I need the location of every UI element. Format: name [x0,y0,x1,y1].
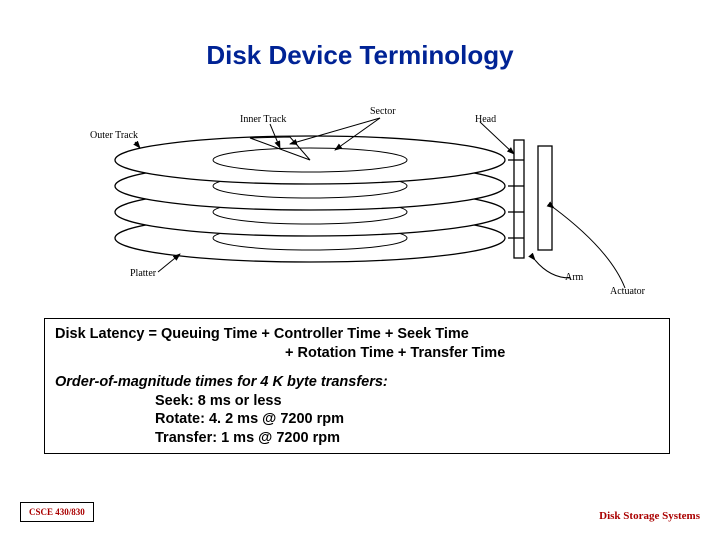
label-platter: Platter [130,268,156,279]
label-sector: Sector [370,106,396,117]
label-inner-track: Inner Track [240,114,286,125]
order-heading: Order-of-magnitude times for 4 K byte tr… [55,373,659,392]
formula-line1: Disk Latency = Queuing Time + Controller… [55,325,659,344]
label-head: Head [475,114,496,125]
timing-seek: Seek: 8 ms or less [155,392,659,411]
timing-rotate: Rotate: 4. 2 ms @ 7200 rpm [155,410,659,429]
footer-course: CSCE 430/830 [20,502,94,522]
label-actuator: Actuator [610,286,645,297]
diagram-svg [80,100,640,300]
disk-diagram: Outer Track Inner Track Sector Head Plat… [80,100,620,290]
formula-line2: + Rotation Time + Transfer Time [285,344,659,363]
page-title: Disk Device Terminology [0,40,720,71]
footer-topic: Disk Storage Systems [599,510,700,522]
latency-textbox: Disk Latency = Queuing Time + Controller… [44,318,670,454]
timing-transfer: Transfer: 1 ms @ 7200 rpm [155,429,659,448]
label-arm: Arm [565,272,583,283]
label-outer-track: Outer Track [90,130,138,141]
